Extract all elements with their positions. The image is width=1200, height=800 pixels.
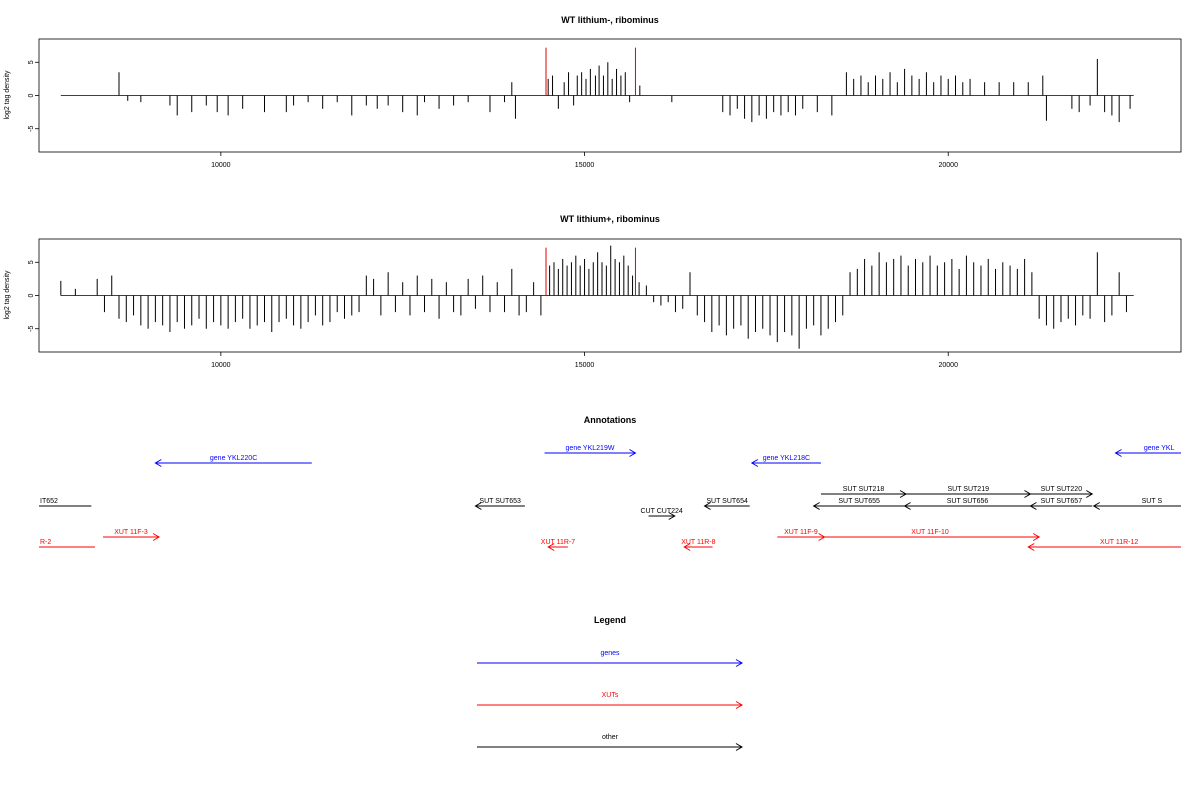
chart-panel-lithium-plus: WT lithium+, ribominus log2 tag density … [4,214,1182,369]
feature-label: gene YKL [1144,445,1175,452]
x-tick-label: 20000 [939,362,959,369]
feature-label: SUT SUT656 [947,498,989,505]
feature-label: SUT SUT653 [479,498,521,505]
x-tick-label: 15000 [575,162,595,169]
legend-entry: XUTs [477,692,743,709]
legend-label: XUTs [602,692,619,699]
legend: genes XUTs other [477,650,743,751]
arrowhead [629,449,637,457]
arrowhead [683,543,691,551]
feature-label: IT652 [40,498,58,505]
y-tick-label: 0 [28,293,35,297]
y-tick-label: -5 [28,126,35,132]
bars [60,47,1134,123]
annotation-feature: gene YKL [1114,445,1181,457]
y-tick-label: 0 [28,93,35,97]
annotation-feature: XUT 11F-3 [103,529,161,541]
arrowhead [1029,502,1037,510]
annotation-track: gene YKL220C gene YKL219W gene YKL218C gene… [39,445,1181,551]
legend-title: Legend [594,615,626,625]
feature-label: SUT S [1142,498,1163,505]
arrowhead [152,533,161,541]
feature-label: gene YKL219W [566,445,615,452]
feature-label: XUT 11F-10 [911,529,949,536]
feature-label: SUT SUT219 [947,486,989,493]
feature-label: XUT 11R-7 [541,539,575,546]
y-axis-label: log2 tag density [4,270,11,320]
feature-label: SUT SUT655 [838,498,880,505]
legend-arrowhead [735,701,743,709]
y-tick-label: -5 [28,326,35,332]
bars [60,245,1134,349]
legend-label: genes [600,650,620,657]
arrowhead [1092,502,1100,510]
annotation-feature: SUT SUT656 [903,498,1031,510]
annotation-feature: SUT SUT653 [474,498,525,510]
chart-panel-lithium-minus: WT lithium-, ribominus log2 tag density … [4,15,1182,169]
annotation-feature: gene YKL219W [544,445,637,457]
x-tick-label: 10000 [211,162,231,169]
annotation-feature: XUT 11F-10 [820,529,1041,541]
axes: 10000 15000 20000 5 0 -5 [28,260,958,369]
arrowhead [154,459,162,467]
feature-label: XUT 11R-8 [681,539,715,546]
feature-label: R-2 [40,539,51,546]
annotation-feature: gene YKL218C [750,455,821,467]
x-tick-label: 15000 [575,362,595,369]
feature-label: SUT SUT657 [1041,498,1083,505]
arrowhead [547,543,555,551]
legend-label: other [602,734,619,741]
annotation-feature: gene YKL220C [154,455,312,467]
annotation-feature: CUT CUT224 [641,508,683,520]
x-tick-label: 10000 [211,362,231,369]
chart-title: WT lithium+, ribominus [560,214,660,224]
arrowhead [1032,533,1041,541]
annotation-feature: SUT S [1092,498,1181,510]
legend-entry: genes [477,650,743,667]
arrowhead [1114,449,1122,457]
arrowhead [1027,543,1035,551]
feature-label: SUT SUT654 [706,498,748,505]
feature-label: SUT SUT218 [843,486,885,493]
arrowhead [668,512,676,520]
annotation-feature: XUT 11R-8 [681,539,716,551]
legend-entry: other [477,734,743,751]
y-tick-label: 5 [28,60,35,64]
annotation-feature: XUT 11R-12 [1027,539,1181,551]
axes: 10000 15000 20000 5 0 -5 [28,60,958,169]
annotation-feature: XUT 11F-9 [777,529,826,541]
feature-label: XUT 11F-3 [114,529,148,536]
feature-label: CUT CUT224 [641,508,683,515]
feature-label: XUT 11F-9 [784,529,818,536]
arrowhead [474,502,482,510]
feature-label: SUT SUT220 [1041,486,1083,493]
annotations-title: Annotations [584,415,637,425]
annotation-feature: R-2 [39,539,96,548]
annotation-feature: SUT SUT655 [812,498,905,510]
legend-arrowhead [735,659,743,667]
annotation-feature: SUT SUT218 [820,486,908,498]
arrowhead [1086,490,1094,498]
annotation-feature: XUT 11R-7 [541,539,575,551]
y-axis-label: log2 tag density [4,70,11,120]
x-tick-label: 20000 [939,162,959,169]
legend-arrowhead [735,743,743,751]
annotation-feature: SUT SUT657 [1029,498,1093,510]
feature-label: gene YKL218C [763,455,810,462]
arrowhead [703,502,711,510]
annotation-feature: SUT SUT654 [703,498,750,510]
arrowhead [812,502,820,510]
annotation-feature: IT652 [39,498,92,507]
arrowhead [903,502,911,510]
feature-label: gene YKL220C [210,455,257,462]
annotation-feature: SUT SUT219 [906,486,1032,498]
y-tick-label: 5 [28,260,35,264]
chart-title: WT lithium-, ribominus [561,15,659,25]
arrowhead [750,459,759,467]
feature-label: XUT 11R-12 [1100,539,1138,546]
annotation-feature: SUT SUT220 [1030,486,1094,498]
